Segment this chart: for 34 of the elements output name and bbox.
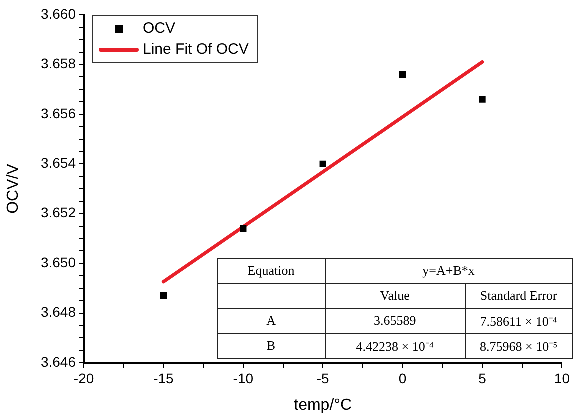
- point: [160, 292, 168, 300]
- x-tick-label: 0: [398, 370, 407, 386]
- y-tick-label: 3.660: [40, 6, 76, 22]
- x-tick-label: 5: [478, 370, 487, 386]
- annotation: Standard Error: [465, 284, 572, 308]
- legend-label: Line Fit Of OCV: [143, 41, 249, 58]
- x-tick-label: 10: [554, 370, 570, 386]
- annotation: y=A+B*x: [325, 258, 572, 284]
- point: [320, 160, 326, 168]
- point: [399, 71, 406, 78]
- text: 3.646: [40, 354, 76, 370]
- annotation: Value: [325, 284, 466, 308]
- x-tick-label: -10: [233, 370, 254, 386]
- y-tick-label: 3.648: [40, 304, 76, 320]
- x-tick-label: -20: [74, 370, 94, 386]
- annotation: 3.65589: [325, 308, 466, 334]
- annotation: 4.42238 × 10⁻⁴: [325, 334, 466, 358]
- annotation: B: [218, 334, 326, 358]
- y-tick-label: 3.658: [40, 56, 76, 72]
- point: [479, 96, 486, 103]
- x-axis-title: temp/°C: [294, 396, 352, 414]
- point: [240, 225, 247, 232]
- y-axis-title: OCV/V: [5, 164, 22, 214]
- y-tick-label: 3.650: [40, 254, 76, 270]
- y-tick-label: 3.654: [40, 155, 76, 171]
- annotation: A: [218, 308, 326, 334]
- annotation: 7.58611 × 10⁻⁴: [465, 308, 572, 334]
- x-tick-label: -5: [316, 370, 330, 386]
- annotation: Equation: [218, 258, 326, 284]
- x-tick-label: -15: [154, 370, 174, 386]
- y-tick-label: 3.656: [40, 105, 76, 122]
- legend-label: OCV: [143, 20, 176, 37]
- y-tick-label: 3.652: [40, 204, 76, 221]
- annotation: 8.75968 × 10⁻⁵: [465, 334, 572, 358]
